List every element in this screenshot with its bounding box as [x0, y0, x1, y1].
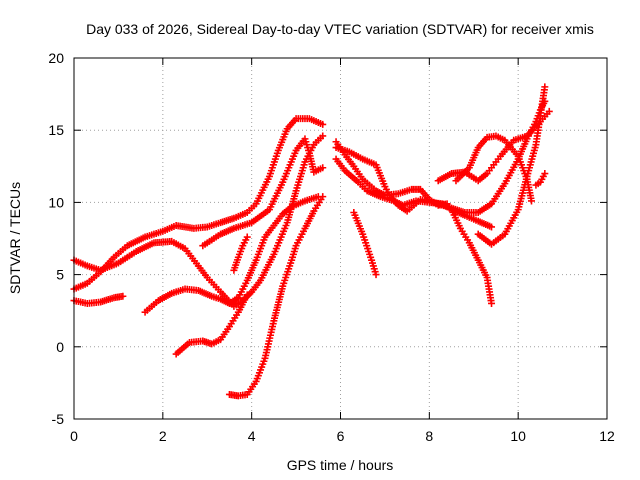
series-2 — [70, 115, 327, 293]
series-4 — [141, 193, 322, 316]
x-tick-label: 4 — [248, 428, 256, 444]
y-tick-label: 10 — [48, 194, 64, 210]
series-6 — [225, 193, 327, 400]
x-tick-label: 2 — [159, 428, 167, 444]
series-13 — [448, 206, 496, 307]
series-3 — [70, 292, 127, 307]
y-axis-label: SDTVAR / TECUs — [7, 182, 23, 294]
series-16 — [474, 83, 549, 248]
data-series — [70, 83, 553, 400]
y-tick-label: 0 — [56, 339, 64, 355]
x-tick-label: 8 — [425, 428, 433, 444]
data-point — [319, 132, 327, 140]
data-point — [243, 291, 251, 299]
data-point — [488, 223, 496, 231]
x-axis-label: GPS time / hours — [287, 457, 394, 473]
data-point — [488, 299, 496, 307]
series-15 — [452, 132, 535, 205]
axis-ticks: 0 2 4 6 8 10 12 -5 0 5 10 15 20 — [48, 50, 615, 444]
y-tick-label: 20 — [48, 50, 64, 66]
data-point — [372, 271, 380, 279]
data-point — [541, 170, 549, 178]
series-17 — [532, 170, 549, 189]
data-point — [319, 164, 327, 172]
series-7 — [199, 135, 327, 250]
chart-title: Day 033 of 2026, Sidereal Day-to-day VTE… — [86, 21, 594, 37]
series-5 — [172, 291, 251, 358]
data-point — [319, 120, 327, 128]
series-10 — [350, 209, 380, 279]
data-point — [527, 197, 535, 205]
x-tick-label: 12 — [599, 428, 615, 444]
y-tick-label: 15 — [48, 122, 64, 138]
data-point — [319, 193, 327, 201]
series-14 — [434, 107, 553, 185]
x-tick-label: 0 — [70, 428, 78, 444]
grid-lines — [74, 58, 607, 419]
data-point — [119, 292, 127, 300]
data-point — [545, 107, 553, 115]
y-tick-label: -5 — [52, 411, 65, 427]
data-point — [243, 233, 251, 241]
data-point — [541, 83, 549, 91]
x-tick-label: 6 — [337, 428, 345, 444]
x-tick-label: 10 — [510, 428, 526, 444]
series-8 — [230, 233, 251, 274]
y-tick-label: 5 — [56, 267, 64, 283]
